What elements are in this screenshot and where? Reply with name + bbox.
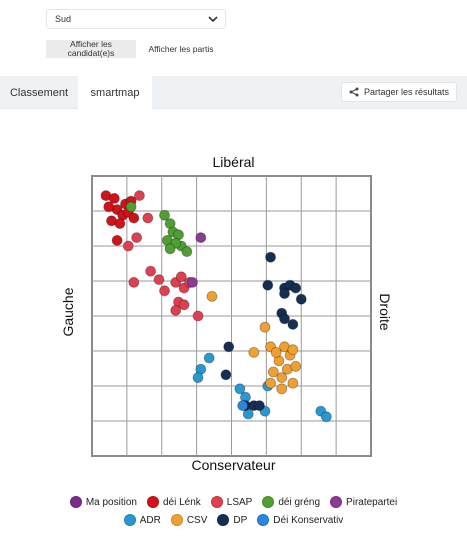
candidate-point[interactable]: [142, 212, 154, 224]
candidate-point[interactable]: [253, 400, 265, 412]
legend-label: DP: [233, 514, 248, 526]
candidate-point[interactable]: [128, 277, 140, 288]
legend-swatch-icon: [262, 496, 275, 508]
legend-swatch-icon: [257, 514, 270, 526]
share-results-button[interactable]: Partager les résultats: [340, 82, 457, 102]
legend-item[interactable]: Piratepartei: [330, 496, 397, 508]
axis-label-top: Libéral: [212, 154, 255, 170]
legend-label: Déi Konservativ: [273, 514, 344, 526]
legend-swatch-icon: [170, 514, 183, 526]
candidate-point[interactable]: [276, 383, 288, 395]
legend-item[interactable]: ADR: [123, 514, 161, 526]
candidate-point[interactable]: [131, 232, 143, 243]
axis-label-left: Gauche: [60, 287, 76, 337]
candidate-point[interactable]: [108, 192, 120, 204]
candidate-point[interactable]: [287, 344, 299, 356]
legend-item[interactable]: Ma position: [69, 496, 137, 508]
candidate-point[interactable]: [170, 304, 182, 316]
view-toggle: Afficher les candidat(e)s Afficher les p…: [46, 40, 226, 58]
candidate-point[interactable]: [192, 310, 204, 322]
legend-item[interactable]: DP: [217, 514, 247, 526]
candidate-point[interactable]: [134, 190, 145, 202]
legend-row-1: Ma position déi Lénk LSAP déi gréng Piratepa…: [0, 496, 467, 508]
legend-label: ADR: [139, 514, 161, 526]
candidate-point[interactable]: [320, 411, 332, 423]
candidate-point[interactable]: [153, 274, 165, 285]
legend-item[interactable]: LSAP: [210, 496, 253, 508]
smartmap-chart: [91, 175, 372, 457]
candidate-point[interactable]: [290, 360, 302, 372]
legend-label: déi gréng: [278, 496, 321, 508]
legend-item[interactable]: déi gréng: [262, 496, 320, 508]
axis-label-right: Droite: [377, 293, 393, 331]
candidate-point[interactable]: [164, 243, 176, 255]
legend-label: Ma position: [85, 496, 137, 508]
candidate-point[interactable]: [223, 341, 235, 353]
candidate-point[interactable]: [265, 251, 276, 263]
candidate-point[interactable]: [267, 366, 279, 378]
axis-label-bottom: Conservateur: [191, 457, 276, 473]
candidate-point[interactable]: [114, 218, 126, 229]
tab-classement[interactable]: Classement: [9, 86, 69, 99]
filter-panel: Sud Afficher les candidat(e)s Afficher l…: [0, 0, 467, 76]
candidate-point[interactable]: [181, 246, 193, 257]
candidate-point[interactable]: [234, 383, 246, 395]
candidate-point[interactable]: [279, 313, 290, 325]
candidate-point[interactable]: [290, 282, 302, 294]
candidate-point[interactable]: [270, 346, 282, 358]
legend-swatch-icon: [210, 496, 223, 508]
legend-swatch-icon: [146, 496, 159, 508]
candidate-point[interactable]: [111, 235, 123, 246]
legend-item[interactable]: déi Lénk: [146, 496, 201, 508]
candidate-point[interactable]: [237, 400, 249, 412]
share-icon: [349, 87, 359, 97]
candidate-point[interactable]: [220, 369, 232, 381]
chevron-down-icon: [208, 16, 218, 23]
candidate-point[interactable]: [295, 293, 307, 305]
legend-swatch-icon: [330, 496, 343, 508]
tab-bar: Classement smartmap Partager les résulta…: [0, 76, 467, 110]
candidate-point[interactable]: [259, 321, 271, 333]
candidate-point[interactable]: [248, 346, 260, 358]
candidate-point[interactable]: [195, 232, 207, 243]
region-select-value: Sud: [55, 14, 72, 24]
show-parties-button[interactable]: Afficher les partis: [136, 40, 226, 58]
legend-label: LSAP: [226, 496, 253, 508]
candidate-point[interactable]: [279, 288, 290, 299]
candidate-point[interactable]: [287, 318, 299, 330]
candidate-point[interactable]: [103, 201, 115, 213]
candidate-point[interactable]: [159, 285, 170, 297]
candidate-point[interactable]: [159, 209, 170, 221]
legend-label: déi Lénk: [162, 496, 201, 508]
candidate-point[interactable]: [276, 372, 288, 384]
candidate-point[interactable]: [187, 277, 198, 288]
candidate-point[interactable]: [206, 291, 218, 302]
candidate-point[interactable]: [192, 372, 204, 384]
candidate-point[interactable]: [203, 352, 215, 364]
candidate-point[interactable]: [125, 201, 137, 213]
legend-label: CSV: [186, 514, 208, 526]
candidate-point[interactable]: [145, 265, 156, 277]
legend-swatch-icon: [217, 514, 230, 526]
candidate-point[interactable]: [265, 377, 276, 389]
legend-row-2: ADR CSV DP Déi Konservativ: [0, 514, 467, 526]
candidate-point[interactable]: [178, 299, 190, 311]
region-select[interactable]: Sud: [46, 9, 226, 29]
candidate-point[interactable]: [128, 212, 140, 224]
candidate-point[interactable]: [122, 240, 134, 252]
tab-smartmap[interactable]: smartmap: [78, 76, 152, 110]
show-candidates-button[interactable]: Afficher les candidat(e)s: [46, 40, 136, 58]
candidate-point[interactable]: [175, 271, 187, 283]
legend-swatch-icon: [69, 496, 82, 508]
legend-swatch-icon: [123, 514, 136, 526]
candidate-point[interactable]: [287, 377, 299, 389]
legend-label: Piratepartei: [346, 496, 398, 508]
legend-item[interactable]: Déi Konservativ: [257, 514, 343, 526]
candidate-point[interactable]: [262, 279, 274, 291]
share-label: Partager les résultats: [363, 87, 449, 97]
legend-item[interactable]: CSV: [170, 514, 208, 526]
